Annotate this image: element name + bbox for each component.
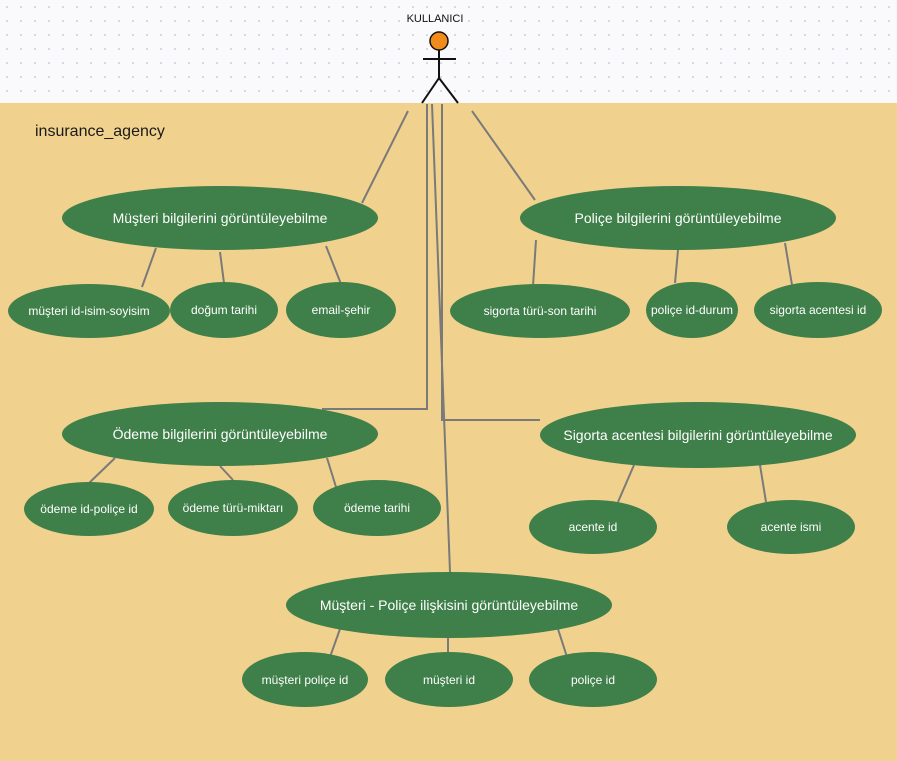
actor-name: KULLANICI bbox=[406, 13, 464, 25]
usecase-policy-type-expiry[interactable]: sigorta türü-son tarihi bbox=[450, 284, 630, 338]
usecase-agency-info[interactable]: Sigorta acentesi bilgilerini görüntüleye… bbox=[540, 402, 856, 468]
connector-payment-item-1 bbox=[86, 457, 116, 486]
connector-actor-relation bbox=[431, 103, 451, 573]
usecase-customer-info[interactable]: Müşteri bilgilerini görüntüleyebilme bbox=[62, 186, 378, 250]
usecase-policy-info[interactable]: Poliçe bilgilerini görüntüleyebilme bbox=[520, 186, 836, 250]
connector-policy-item-3 bbox=[784, 242, 793, 286]
connector-agency-item-2 bbox=[759, 464, 767, 503]
usecase-agency-id[interactable]: acente id bbox=[529, 500, 657, 554]
usecase-relation-customer-id[interactable]: müşteri id bbox=[385, 652, 513, 707]
actor-head bbox=[429, 31, 449, 51]
usecase-customer-email-city[interactable]: email-şehir bbox=[286, 282, 396, 338]
usecase-customer-policy-relation[interactable]: Müşteri - Poliçe ilişkisini görüntüleyeb… bbox=[286, 572, 612, 638]
connector-policy-item-2 bbox=[674, 249, 679, 284]
connector-customer-item-1 bbox=[141, 247, 157, 288]
connector-actor-agency bbox=[441, 104, 540, 421]
connector-relation-item-3 bbox=[557, 628, 568, 658]
usecase-payment-id-policy-id[interactable]: ödeme id-poliçe id bbox=[24, 482, 154, 536]
usecase-payment-info[interactable]: Ödeme bilgilerini görüntüleyebilme bbox=[62, 402, 378, 466]
connector-payment-item-2 bbox=[219, 465, 234, 481]
system-name: insurance_agency bbox=[35, 123, 165, 140]
connector-agency-item-1 bbox=[617, 464, 635, 503]
actor-right-leg bbox=[438, 77, 459, 104]
connector-actor-policy bbox=[471, 110, 536, 201]
actor-left-leg bbox=[421, 77, 440, 104]
usecase-policy-id-status[interactable]: poliçe id-durum bbox=[646, 282, 738, 338]
connector-customer-item-3 bbox=[325, 245, 342, 285]
connector-customer-item-2 bbox=[219, 251, 225, 284]
connector-relation-item-1 bbox=[329, 628, 341, 658]
usecase-relation-policy-id[interactable]: poliçe id bbox=[529, 652, 657, 707]
connector-actor-customer bbox=[361, 110, 409, 204]
usecase-payment-date[interactable]: ödeme tarihi bbox=[313, 480, 441, 536]
usecase-agency-name[interactable]: acente ismi bbox=[727, 500, 855, 554]
connector-actor-payment bbox=[322, 104, 428, 410]
usecase-customer-policy-id[interactable]: müşteri poliçe id bbox=[242, 652, 368, 707]
actor-figure bbox=[421, 31, 459, 104]
connector-payment-item-3 bbox=[326, 457, 337, 488]
connector-policy-item-1 bbox=[532, 239, 537, 287]
usecase-payment-type-amount[interactable]: ödeme türü-miktarı bbox=[168, 480, 298, 536]
usecase-policy-agency-id[interactable]: sigorta acentesi id bbox=[754, 282, 882, 338]
usecase-customer-id-name[interactable]: müşteri id-isim-soyisim bbox=[8, 284, 170, 338]
usecase-customer-birthdate[interactable]: doğum tarihi bbox=[170, 282, 278, 338]
